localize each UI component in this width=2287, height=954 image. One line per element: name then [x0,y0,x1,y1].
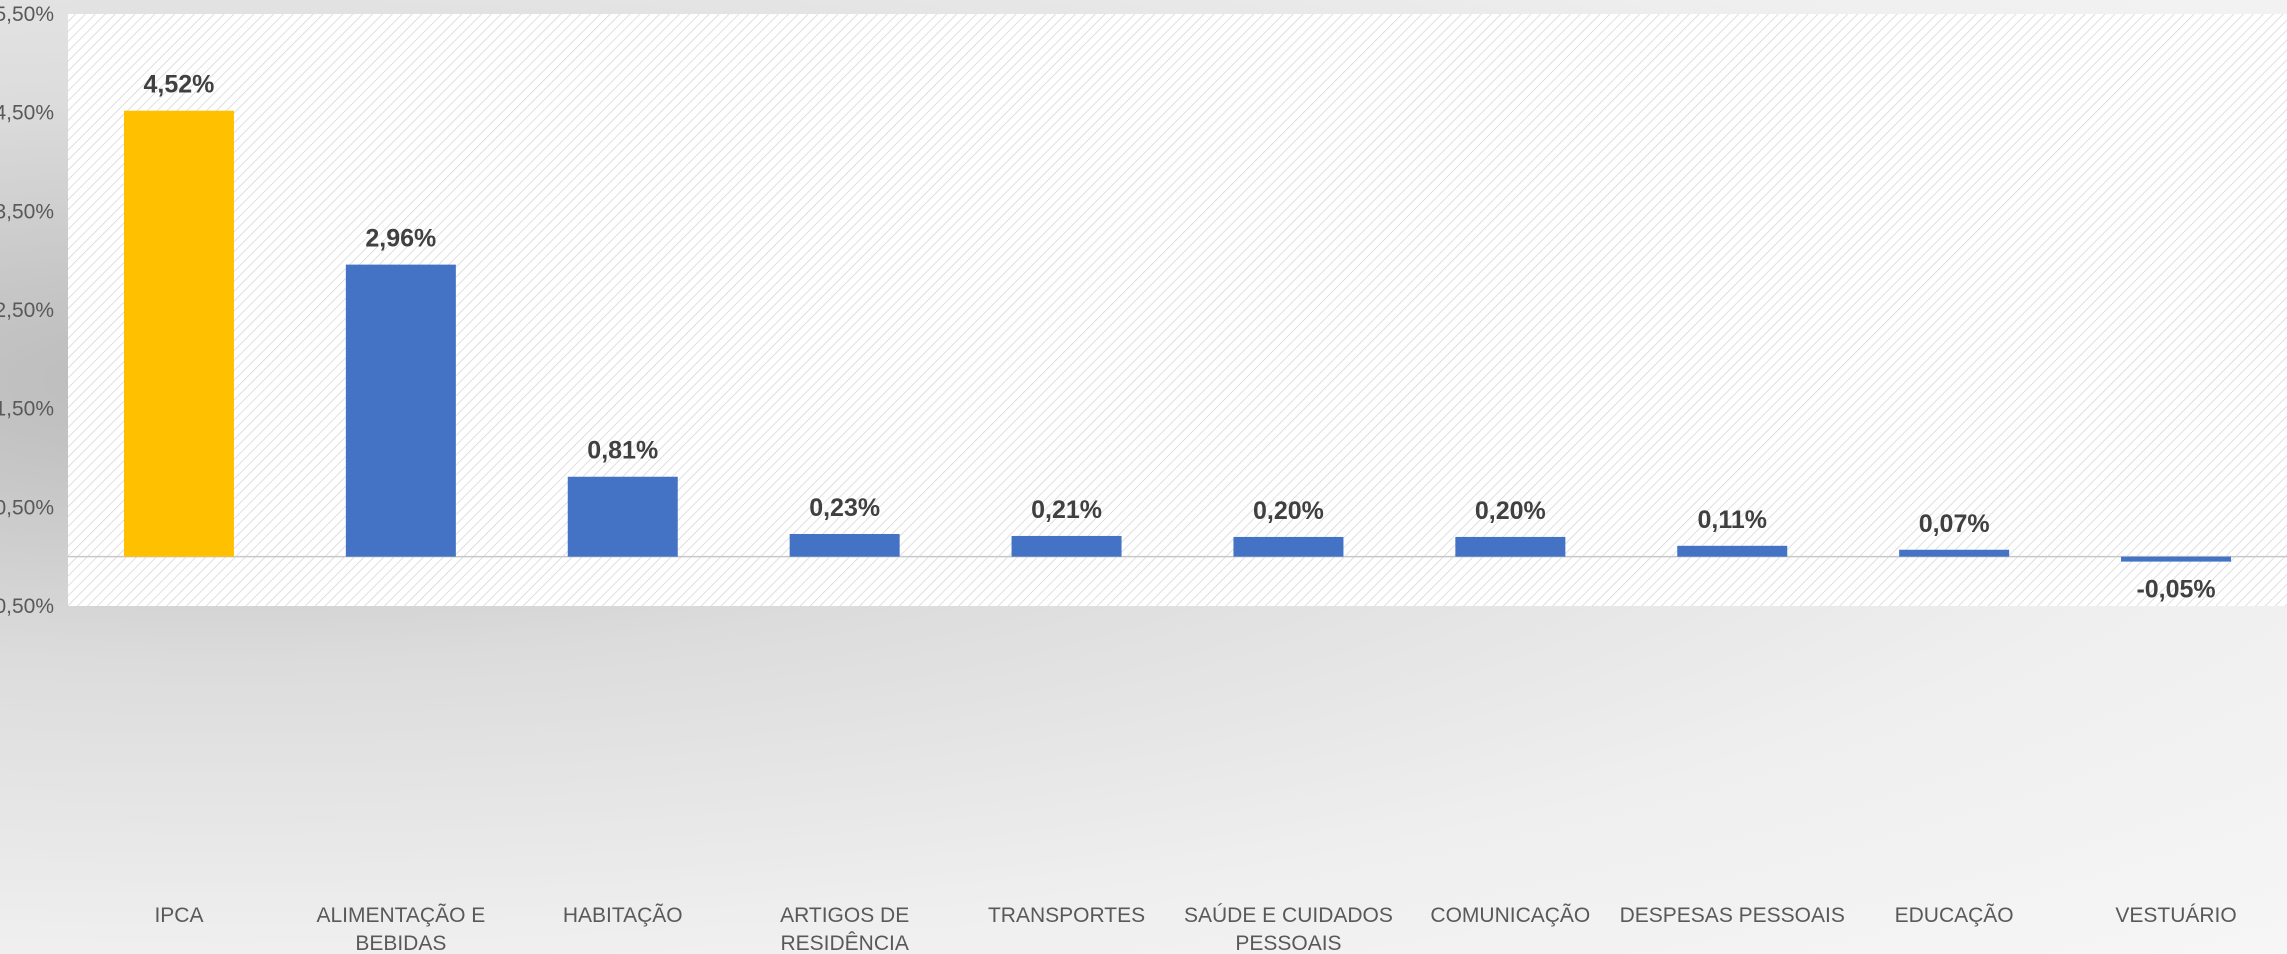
category-label: SAÚDE E CUIDADOS [1184,904,1393,927]
category-label: EDUCAÇÃO [1895,903,2014,927]
category-label: ARTIGOS DE [780,904,909,927]
y-tick-label: 3,50% [0,200,54,223]
bar [1233,536,1344,557]
bar [2121,556,2232,562]
data-label: 0,21% [1031,496,1102,524]
data-label: 0,23% [809,494,880,522]
x-axis: IPCA ALIMENTAÇÃO E BEBIDAS HABITAÇÃO ARTIGOS… [154,903,2236,954]
bar [123,110,234,557]
data-label: 0,20% [1253,497,1324,525]
data-label: 2,96% [365,225,436,253]
category-label: IPCA [154,904,203,927]
bar [345,264,456,557]
y-axis: -0,50% 0,50% 1,50% 2,50% 3,50% 4,50% 5,50% [0,3,54,618]
category-label: PESSOAIS [1235,932,1341,954]
y-tick-label: 0,50% [0,496,54,519]
category-label: DESPESAS PESSOAIS [1620,904,1845,927]
data-labels: 4,52% 2,96% 0,81% 0,23% 0,21% 0,20% 0,20% 0,11%… [144,71,2216,604]
bar [1899,549,2010,557]
bar [1677,545,1788,557]
data-label: 0,07% [1919,510,1990,538]
category-label: HABITAÇÃO [563,903,683,927]
category-label: VESTUÁRIO [2115,904,2236,927]
category-label: COMUNICAÇÃO [1430,903,1590,927]
y-tick-label: 4,50% [0,102,54,125]
bar [1011,535,1122,557]
data-label: -0,05% [2136,576,2215,604]
category-label: RESIDÊNCIA [780,932,908,954]
bar [789,533,900,557]
bars [123,110,2232,562]
y-tick-label: -0,50% [0,595,54,618]
data-label: 0,20% [1475,497,1546,525]
data-label: 0,81% [587,437,658,465]
data-label: 0,11% [1697,506,1767,534]
data-label: 4,52% [144,71,215,99]
category-label: ALIMENTAÇÃO E [316,903,485,927]
y-tick-label: 1,50% [0,398,54,421]
bar [567,476,678,557]
category-label: BEBIDAS [355,932,446,954]
category-label: TRANSPORTES [988,904,1145,927]
y-tick-label: 2,50% [0,299,54,322]
bar [1455,536,1566,557]
y-tick-label: 5,50% [0,3,54,26]
